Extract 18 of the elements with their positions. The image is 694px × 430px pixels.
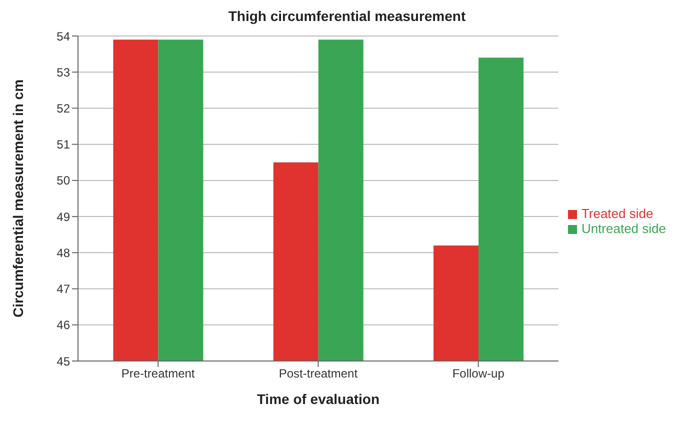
legend-label: Treated side	[581, 206, 654, 221]
legend-label: Untreated side	[581, 221, 666, 236]
y-axis-title: Circumferential measurement in cm	[10, 79, 26, 318]
y-tick-label: 52	[56, 101, 70, 116]
x-tick-label: Follow-up	[452, 366, 505, 381]
y-tick-label: 50	[56, 174, 70, 188]
y-tick-label: 45	[56, 354, 70, 368]
chart-title: Thigh circumferential measurement	[227, 8, 467, 24]
y-tick-label: 53	[56, 65, 70, 80]
y-tick-label: 48	[56, 246, 70, 260]
y-tick-label: 51	[56, 138, 70, 152]
x-tick-label: Pre-treatment	[121, 366, 196, 381]
x-axis-title: Time of evaluation	[256, 391, 380, 407]
y-tick-label: 46	[56, 318, 70, 332]
y-tick-label: 49	[56, 210, 70, 224]
x-tick-label: Post-treatment	[278, 366, 358, 381]
y-tick-label: 47	[56, 282, 70, 296]
y-tick-label: 54	[56, 29, 70, 44]
